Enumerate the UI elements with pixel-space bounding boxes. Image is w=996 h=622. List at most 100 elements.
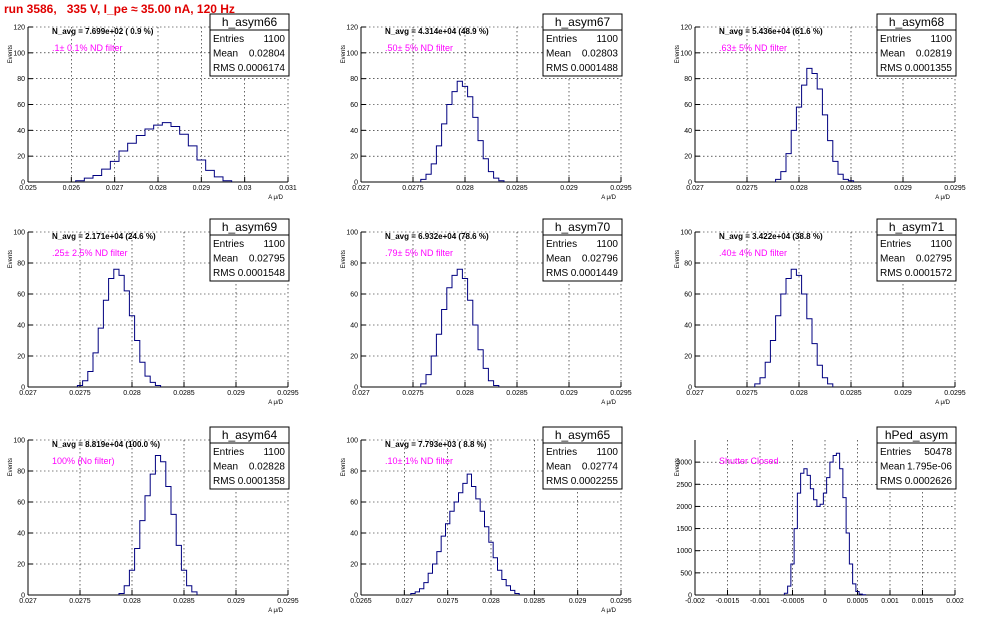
stat-value: 0.0001488 — [571, 63, 619, 74]
x-tick-label: 0.0285 — [173, 598, 195, 605]
x-tick-label: 0.0275 — [736, 185, 758, 192]
stat-value: 0.0001548 — [238, 268, 286, 279]
x-tick-label: 0.0265 — [350, 598, 372, 605]
y-axis-title: Events — [8, 45, 14, 63]
stat-key: Mean — [213, 49, 238, 60]
y-tick-label: 100 — [680, 50, 692, 57]
x-axis-title: A μ/D — [268, 608, 283, 614]
histogram-bars-h_asym65 — [410, 473, 520, 595]
histogram-name: h_asym70 — [555, 220, 611, 234]
histogram-name: h_asym64 — [222, 428, 278, 442]
x-tick-label: 0.03 — [238, 185, 252, 192]
x-tick-label: 0.0005 — [847, 598, 869, 605]
stat-value: 0.02828 — [249, 462, 286, 473]
x-tick-label: 0.028 — [482, 598, 500, 605]
filter-label: Shutter Closed — [719, 456, 779, 466]
y-tick-label: 80 — [350, 261, 358, 268]
y-tick-label: 40 — [684, 323, 692, 330]
navg-label: N_avg = 2.171e+04 (24.6 %) — [52, 232, 156, 241]
y-tick-label: 40 — [17, 531, 25, 538]
y-tick-label: 120 — [346, 25, 358, 32]
stat-key: Mean — [546, 462, 571, 473]
stat-value: 1.795e-06 — [907, 462, 952, 473]
navg-label: N_avg = 4.314e+04 (48.9 %) — [385, 27, 489, 36]
stat-value: 1100 — [930, 34, 952, 45]
stats-box — [876, 426, 957, 490]
stat-value: 0.02796 — [582, 254, 619, 265]
filter-label: .25± 2.5% ND filter — [52, 248, 127, 258]
x-tick-label: 0.0285 — [506, 185, 528, 192]
x-tick-label: 0.029 — [227, 390, 245, 397]
x-tick-label: 0.0295 — [277, 390, 299, 397]
histogram-panel-h_asym64: 0.027 0.0275 0.028 0.0285 0.029 0.0295 0 20 40 60… — [8, 426, 299, 614]
y-axis-title: Events — [8, 250, 14, 268]
stat-value: 0.0001355 — [905, 63, 953, 74]
x-tick-label: 0.027 — [396, 598, 414, 605]
stat-key: Entries — [213, 447, 244, 458]
x-tick-label: 0.0295 — [610, 390, 632, 397]
histogram-panel-h_asym69: 0.027 0.0275 0.028 0.0285 0.029 0.0295 0 20 40 60… — [8, 218, 299, 406]
y-tick-label: 40 — [350, 531, 358, 538]
y-tick-label: 120 — [680, 25, 692, 32]
histogram-name: h_asym67 — [555, 15, 611, 29]
stat-value: 1100 — [596, 447, 618, 458]
y-tick-label: 0 — [21, 180, 25, 187]
stat-key: Entries — [213, 239, 244, 250]
stat-key: RMS — [213, 268, 236, 279]
x-tick-label: 0.0295 — [610, 185, 632, 192]
y-tick-label: 20 — [350, 354, 358, 361]
x-tick-label: 0.0275 — [402, 390, 424, 397]
navg-label: N_avg = 8.819e+04 (100.0 %) — [52, 440, 160, 449]
histogram-name: h_asym69 — [222, 220, 278, 234]
x-axis-title: A μ/D — [601, 608, 616, 614]
histogram-bars-h_asym70 — [420, 268, 500, 387]
x-tick-label: 0.027 — [19, 390, 37, 397]
histogram-panel-h_asym66: 0.025 0.026 0.027 0.028 0.029 0.03 0.031 0 20 40 6… — [8, 13, 297, 201]
stat-value: 0.0001449 — [571, 268, 619, 279]
stats-box — [542, 13, 623, 77]
stats-box — [209, 426, 290, 490]
stat-value: 0.0001572 — [905, 268, 953, 279]
x-tick-label: 0.0275 — [736, 390, 758, 397]
y-tick-label: 100 — [13, 230, 25, 237]
stat-key: RMS — [546, 63, 569, 74]
x-tick-label: 0.029 — [560, 185, 578, 192]
stat-key: Mean — [880, 254, 905, 265]
filter-label: .50± 5% ND filter — [385, 43, 453, 53]
y-tick-label: 120 — [13, 25, 25, 32]
stat-value: 0.02795 — [249, 254, 286, 265]
y-axis-title: Events — [341, 458, 347, 476]
histogram-panel-h_asym71: 0.027 0.0275 0.028 0.0285 0.029 0.0295 0 20 40 60… — [675, 218, 966, 406]
stat-value: 1100 — [596, 239, 618, 250]
stat-key: Entries — [880, 239, 911, 250]
navg-label: N_avg = 7.793e+03 ( 8.8 %) — [385, 440, 487, 449]
y-axis-title: Events — [675, 458, 681, 476]
histogram-bars-hPed_asym — [783, 452, 867, 596]
y-tick-label: 100 — [680, 230, 692, 237]
y-tick-label: 60 — [350, 102, 358, 109]
y-tick-label: 100 — [346, 50, 358, 57]
y-tick-label: 20 — [17, 154, 25, 161]
x-tick-label: 0.0275 — [402, 185, 424, 192]
stat-value: 50478 — [924, 447, 952, 458]
y-tick-label: 40 — [17, 128, 25, 135]
x-tick-label: 0.027 — [686, 390, 704, 397]
x-tick-label: 0.0285 — [524, 598, 546, 605]
x-tick-label: 0.0275 — [69, 390, 91, 397]
y-tick-label: 1500 — [676, 526, 692, 533]
stats-box — [876, 218, 957, 282]
stat-value: 0.02803 — [582, 49, 619, 60]
stats-box — [209, 13, 290, 77]
y-tick-label: 60 — [350, 500, 358, 507]
filter-label: .10± 1% ND filter — [385, 456, 453, 466]
x-tick-label: 0.0285 — [840, 390, 862, 397]
y-tick-label: 80 — [684, 261, 692, 268]
x-tick-label: -0.0005 — [781, 598, 805, 605]
x-tick-label: -0.0015 — [716, 598, 740, 605]
y-tick-label: 20 — [684, 154, 692, 161]
stat-key: RMS — [546, 476, 569, 487]
y-tick-label: 40 — [684, 128, 692, 135]
histogram-name: h_asym68 — [889, 15, 945, 29]
x-tick-label: 0 — [823, 598, 827, 605]
